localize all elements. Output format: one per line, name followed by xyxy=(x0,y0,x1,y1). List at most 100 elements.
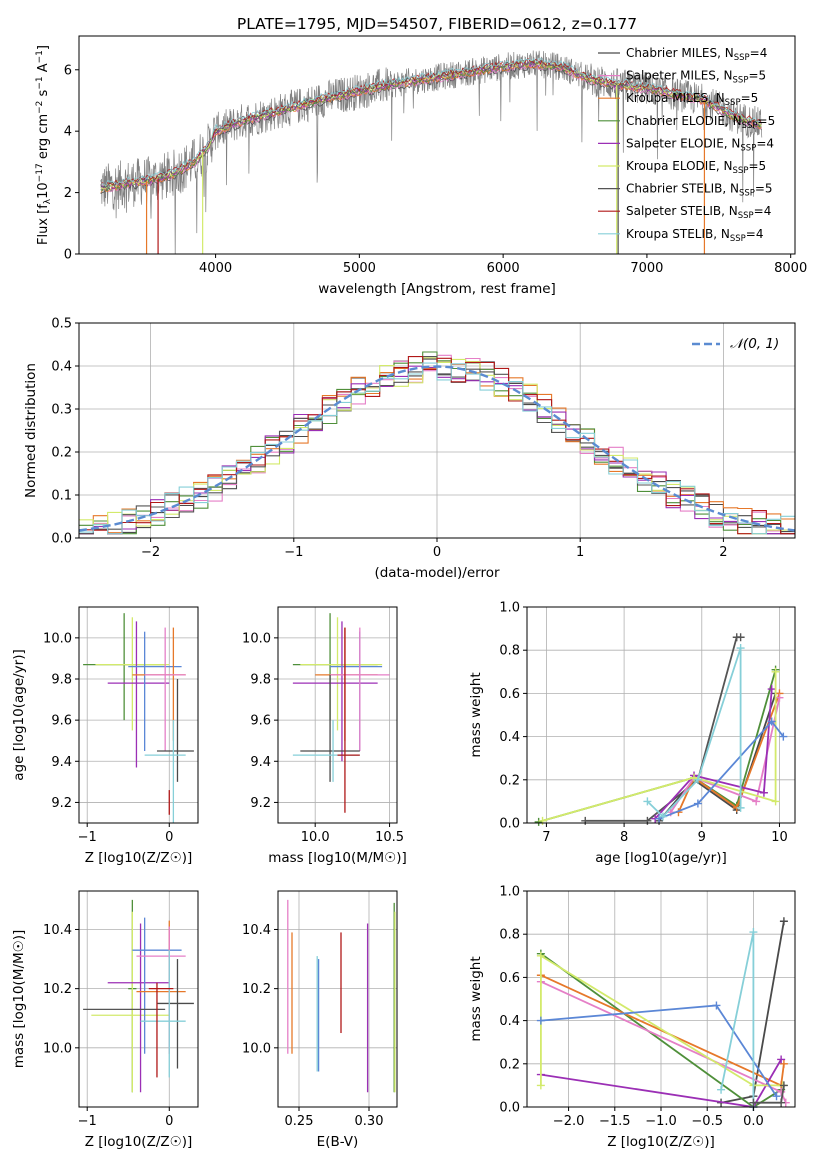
x-tick-label: 2 xyxy=(719,545,727,560)
mass-weight-point xyxy=(693,775,702,784)
y-tick-label: 4 xyxy=(64,125,72,140)
spectrum-panel: 4000 5000 6000 7000 8000 0 2 4 6 wavelength [Angs… xyxy=(35,35,807,297)
mass-weight-point xyxy=(779,1059,788,1068)
mass-weight-point xyxy=(772,1092,781,1101)
y-tick-label: 9.2 xyxy=(51,796,72,811)
y-tick-label: 0.0 xyxy=(499,817,520,832)
mass-weight-point xyxy=(736,644,745,653)
axes-frame xyxy=(277,890,398,1108)
x-axis-label: Z [log10(Z/Z☉)] xyxy=(85,850,193,866)
legend-label: Salpeter MILES, NSSP=5 xyxy=(626,69,766,86)
x-tick-label: −1.0 xyxy=(645,1114,677,1129)
y-axis-label: age [log10(age/yr)] xyxy=(11,649,27,781)
residuals-panel: −2 −1 0 1 2 0.0 0.1 0.2 0.3 0.4 0.5 (data-model)/er… xyxy=(23,317,796,581)
y-tick-label: 0.4 xyxy=(51,360,72,375)
weight-vs-Z-panel: −2.0 −1.5 −1.0 −0.5 0.0 0.0 0.2 0.4 0.6 0.8 1.0 Z [… xyxy=(468,885,796,1150)
y-tick-label: 9.8 xyxy=(51,673,72,688)
x-axis-label: (data-model)/error xyxy=(374,565,500,581)
mass-weight-series-line xyxy=(540,1059,782,1107)
legend-label: Kroupa STELIB, NSSP=4 xyxy=(626,227,764,244)
mass-vs-Z-panel: −1 0 10.0 10.2 10.4 Z [log10(Z/Z☉)] mass [log1… xyxy=(11,890,199,1150)
age-vs-mass-panel: 10.0 10.5 9.2 9.4 9.6 9.8 10.0 mass [log10(M/M☉… xyxy=(242,606,407,866)
y-tick-label: 10.2 xyxy=(242,982,271,997)
mass-weight-point xyxy=(536,1081,545,1090)
axes-frame xyxy=(526,606,796,824)
legend-label: Chabrier MILES, NSSP=4 xyxy=(626,46,767,63)
y-tick-label: 9.2 xyxy=(250,796,271,811)
mass-weight-point xyxy=(643,797,652,806)
x-tick-label: 8 xyxy=(620,830,628,845)
x-tick-label: 10 xyxy=(771,830,788,845)
age-vs-Z-panel: −1 0 9.2 9.4 9.6 9.8 10.0 Z [log10(Z/Z☉)] age [l… xyxy=(11,606,199,866)
y-tick-label: 1.0 xyxy=(499,601,520,616)
x-tick-label: −2 xyxy=(141,545,160,560)
y-tick-label: 9.6 xyxy=(250,714,271,729)
mass-weight-point xyxy=(777,1098,786,1107)
mass-weight-point xyxy=(771,667,780,676)
mass-weight-point xyxy=(581,816,590,825)
mass-weight-series-line xyxy=(654,689,773,820)
y-axis-label: Normed distribution xyxy=(23,363,39,498)
mass-weight-series-line xyxy=(658,693,777,822)
x-tick-label: 0 xyxy=(433,545,441,560)
y-tick-label: 0.4 xyxy=(499,1014,520,1029)
mass-weight-point xyxy=(767,685,776,694)
axes-frame xyxy=(78,890,199,1108)
y-tick-label: 0.6 xyxy=(499,971,520,986)
mass-weight-point xyxy=(536,1016,545,1025)
mass-weight-point xyxy=(779,917,788,926)
y-tick-label: 9.8 xyxy=(250,673,271,688)
y-tick-label: 0.2 xyxy=(51,446,72,461)
y-tick-label: 10.0 xyxy=(43,631,72,646)
y-tick-label: 10.0 xyxy=(43,1041,72,1056)
y-tick-label: 10.2 xyxy=(43,982,72,997)
x-tick-label: 4000 xyxy=(199,261,232,276)
mass-weight-series-line xyxy=(542,671,777,822)
mass-weight-point xyxy=(736,633,745,642)
x-tick-label: 0.25 xyxy=(285,1114,314,1129)
x-tick-label: 0 xyxy=(165,830,173,845)
mass-weight-series-line xyxy=(540,952,782,1107)
x-tick-label: 8000 xyxy=(774,261,807,276)
y-tick-label: 0.2 xyxy=(499,773,520,788)
x-axis-label: age [log10(age/yr)] xyxy=(595,850,727,866)
x-tick-label: −2.0 xyxy=(553,1114,585,1129)
mass-weight-series-line xyxy=(540,1004,778,1097)
figure-title: PLATE=1795, MJD=54507, FIBERID=0612, z=0… xyxy=(237,15,637,33)
axes-frame xyxy=(78,606,199,824)
x-tick-label: 10.0 xyxy=(301,830,330,845)
y-tick-label: 0.5 xyxy=(51,317,72,332)
y-tick-label: 0.4 xyxy=(499,730,520,745)
y-axis-label: mass weight xyxy=(468,672,484,757)
y-tick-label: 0.0 xyxy=(51,532,72,547)
mass-weight-point xyxy=(717,1085,726,1094)
legend-label: Chabrier STELIB, NSSP=5 xyxy=(626,182,773,199)
weight-vs-age-panel: 7 8 9 10 0.0 0.2 0.4 0.6 0.8 1.0 age [log10(age/yr… xyxy=(468,601,796,866)
mass-weight-point xyxy=(643,816,652,825)
legend-label: Chabrier ELODIE, NSSP=5 xyxy=(626,114,775,131)
mass-weight-point xyxy=(777,1055,786,1064)
x-tick-label: −1.5 xyxy=(599,1114,631,1129)
x-tick-label: −0.5 xyxy=(691,1114,723,1129)
axes-frame xyxy=(277,606,398,824)
y-tick-label: 10.0 xyxy=(242,631,271,646)
x-axis-label: E(B-V) xyxy=(317,1134,359,1150)
y-tick-label: 0.1 xyxy=(51,489,72,504)
y-tick-label: 9.4 xyxy=(51,755,72,770)
x-tick-label: −1 xyxy=(78,830,97,845)
legend-label: Kroupa MILES, NSSP=5 xyxy=(626,91,758,108)
mass-weight-point xyxy=(775,693,784,702)
y-tick-label: 0.8 xyxy=(499,644,520,659)
mass-weight-point xyxy=(534,817,543,826)
residual-histogram-step xyxy=(79,362,795,535)
legend-label: Kroupa ELODIE, NSSP=5 xyxy=(626,159,766,176)
x-axis-label: Z [log10(Z/Z☉)] xyxy=(607,1134,715,1150)
mass-weight-point xyxy=(712,1001,721,1010)
x-tick-label: −1 xyxy=(284,545,303,560)
model-spectrum-line xyxy=(100,57,762,187)
x-tick-label: 7000 xyxy=(630,261,663,276)
mass-weight-point xyxy=(767,717,776,726)
mass-weight-point xyxy=(693,799,702,808)
x-tick-label: 5000 xyxy=(343,261,376,276)
